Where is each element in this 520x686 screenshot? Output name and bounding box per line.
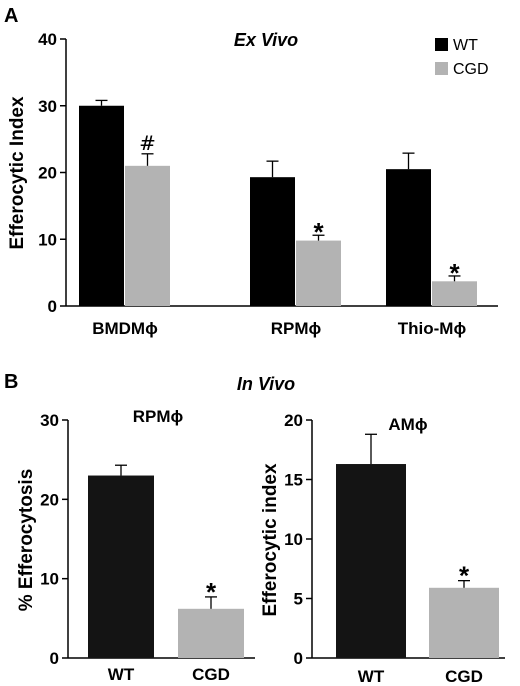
bar-wt xyxy=(336,464,406,658)
category-label: CGD xyxy=(192,665,230,684)
category-label: BMDMϕ xyxy=(92,319,158,338)
bar-cgd xyxy=(429,587,499,658)
significance-marker: # xyxy=(139,131,156,155)
panel-a-title: Ex Vivo xyxy=(234,30,298,50)
significance-marker: * xyxy=(206,577,217,607)
panel-b-left-y-tick-label: 30 xyxy=(40,411,59,430)
panel-b-right-y-tick-label: 10 xyxy=(284,530,303,549)
bar-wt xyxy=(79,105,124,306)
panel-b-right-title: AMϕ xyxy=(388,415,427,434)
category-label: RPMϕ xyxy=(271,319,322,338)
panel-b-left-y-tick-label: 10 xyxy=(40,570,59,589)
bar-wt xyxy=(250,177,295,306)
significance-marker: * xyxy=(313,217,324,247)
panel-b-letter: B xyxy=(4,371,18,393)
bar-wt xyxy=(88,475,154,658)
significance-marker: * xyxy=(459,561,470,591)
panel-a-y-tick-label: 0 xyxy=(48,297,57,316)
bar-wt xyxy=(386,169,431,306)
panel-b-left-y-axis-title: % Efferocytosis xyxy=(16,469,37,612)
panel-b-right-y-axis-title: Efferocytic index xyxy=(260,463,281,617)
legend-swatch-cgd xyxy=(435,62,448,75)
category-label: WT xyxy=(358,667,385,686)
bar-cgd xyxy=(432,281,477,306)
category-label: Thio-Mϕ xyxy=(398,319,467,338)
category-label: WT xyxy=(108,665,135,684)
panel-b-right-y-tick-label: 15 xyxy=(284,471,303,490)
category-label: CGD xyxy=(445,667,483,686)
bar-cgd xyxy=(178,608,244,658)
panel-a-y-tick-label: 20 xyxy=(38,164,57,183)
legend-label-wt: WT xyxy=(453,37,478,54)
panel-b-left-title: RPMϕ xyxy=(133,407,184,426)
panel-a-letter: A xyxy=(4,5,18,27)
panel-b-section-title: In Vivo xyxy=(237,374,295,394)
legend-swatch-wt xyxy=(435,38,448,51)
panel-b-left-y-tick-label: 0 xyxy=(50,649,59,668)
panel-a-y-tick-label: 40 xyxy=(38,30,57,49)
significance-marker: * xyxy=(449,258,460,288)
panel-a-y-tick-label: 30 xyxy=(38,97,57,116)
panel-b-left-y-tick-label: 20 xyxy=(40,490,59,509)
chart-marks: 0 10 20 30 40 # BMDMϕ * RPMϕ * Thio-Mϕ 0 10 20 30 WT * CG… xyxy=(38,30,505,686)
bar-cgd xyxy=(296,240,341,306)
panel-b-right-y-tick-label: 20 xyxy=(284,411,303,430)
panel-b-right-y-tick-label: 0 xyxy=(294,649,303,668)
bar-cgd xyxy=(125,165,170,306)
panel-b-right-y-tick-label: 5 xyxy=(294,590,303,609)
panel-a-y-axis-title: Efferocytic Index xyxy=(7,96,28,250)
legend-label-cgd: CGD xyxy=(453,61,489,78)
panel-a-y-tick-label: 10 xyxy=(38,230,57,249)
